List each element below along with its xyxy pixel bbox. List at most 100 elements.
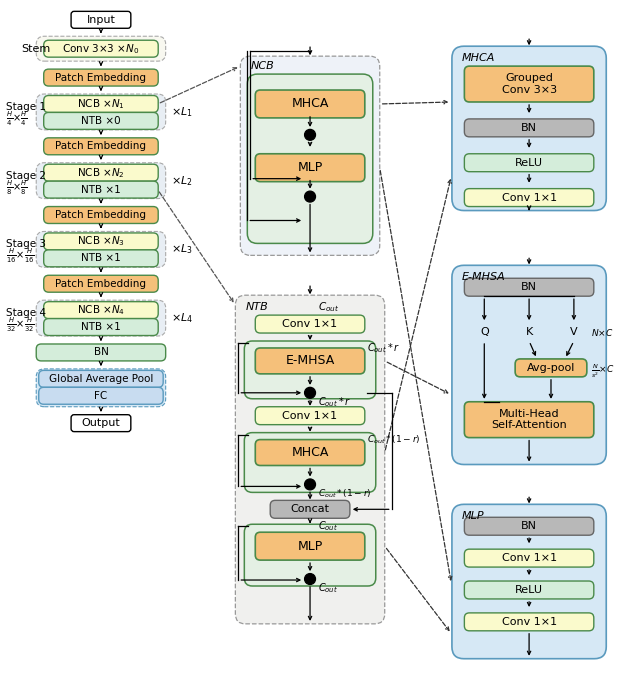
Text: V: V [570, 327, 578, 337]
FancyBboxPatch shape [44, 233, 158, 250]
Text: $\frac{H}{32}$×$\frac{H}{32}$: $\frac{H}{32}$×$\frac{H}{32}$ [6, 316, 35, 334]
Text: NTB: NTB [245, 302, 268, 312]
Text: $N{\times}C$: $N{\times}C$ [591, 326, 613, 337]
FancyBboxPatch shape [44, 302, 158, 318]
Text: $C_{out}$: $C_{out}$ [318, 519, 338, 533]
Text: ×$L_1$: ×$L_1$ [171, 105, 193, 119]
FancyBboxPatch shape [236, 295, 385, 624]
FancyBboxPatch shape [44, 181, 158, 198]
FancyBboxPatch shape [71, 415, 131, 432]
Text: Avg-pool: Avg-pool [527, 363, 575, 373]
FancyBboxPatch shape [44, 164, 158, 181]
Text: +: + [306, 388, 314, 398]
FancyBboxPatch shape [244, 525, 376, 586]
Text: FC: FC [94, 391, 108, 401]
Text: Conv 1×1: Conv 1×1 [282, 319, 338, 329]
FancyBboxPatch shape [255, 407, 365, 425]
Text: Stage 3: Stage 3 [6, 240, 46, 249]
Text: MLP: MLP [461, 512, 484, 521]
FancyBboxPatch shape [36, 94, 166, 130]
FancyBboxPatch shape [44, 206, 158, 223]
Text: NTB ×1: NTB ×1 [81, 322, 121, 332]
Text: NCB ×$N_4$: NCB ×$N_4$ [77, 303, 125, 317]
FancyBboxPatch shape [36, 36, 166, 61]
FancyBboxPatch shape [270, 501, 350, 518]
Text: MHCA: MHCA [461, 53, 495, 63]
Text: BN: BN [93, 348, 108, 357]
Text: NCB: NCB [250, 61, 274, 71]
Text: $C_{out}*r$: $C_{out}*r$ [367, 341, 400, 355]
Text: $\frac{H}{8}$×$\frac{H}{8}$: $\frac{H}{8}$×$\frac{H}{8}$ [6, 178, 28, 197]
FancyBboxPatch shape [465, 154, 594, 171]
Text: NTB ×0: NTB ×0 [81, 116, 121, 126]
Text: Input: Input [86, 15, 115, 25]
FancyBboxPatch shape [244, 341, 376, 399]
FancyBboxPatch shape [244, 432, 376, 492]
Circle shape [305, 191, 316, 202]
FancyBboxPatch shape [241, 56, 380, 255]
Text: NCB ×$N_3$: NCB ×$N_3$ [77, 234, 125, 249]
Text: Stem: Stem [21, 44, 51, 54]
FancyBboxPatch shape [465, 66, 594, 102]
Text: Q: Q [480, 327, 489, 337]
Text: $C_{out}*(1-r)$: $C_{out}*(1-r)$ [367, 433, 420, 446]
Text: $C_{out}$: $C_{out}$ [318, 301, 339, 314]
Text: Global Average Pool: Global Average Pool [49, 374, 153, 384]
FancyBboxPatch shape [465, 189, 594, 206]
FancyBboxPatch shape [465, 517, 594, 535]
Text: Stage 2: Stage 2 [6, 171, 46, 181]
FancyBboxPatch shape [465, 278, 594, 296]
Text: NCB ×$N_2$: NCB ×$N_2$ [77, 166, 125, 180]
Text: Patch Embedding: Patch Embedding [56, 141, 147, 152]
FancyBboxPatch shape [44, 318, 158, 335]
Text: ×$L_3$: ×$L_3$ [171, 242, 193, 256]
Text: MHCA: MHCA [291, 98, 329, 111]
FancyBboxPatch shape [36, 300, 166, 336]
Text: $\frac{H}{4}$×$\frac{H}{4}$: $\frac{H}{4}$×$\frac{H}{4}$ [6, 110, 28, 128]
FancyBboxPatch shape [255, 154, 365, 182]
Text: Stage 1: Stage 1 [6, 102, 46, 112]
Text: ×$L_4$: ×$L_4$ [171, 311, 193, 325]
Text: BN: BN [521, 521, 537, 531]
Text: +: + [306, 574, 314, 584]
Text: NTB ×1: NTB ×1 [81, 184, 121, 195]
Circle shape [305, 574, 316, 585]
FancyBboxPatch shape [39, 370, 163, 387]
FancyBboxPatch shape [255, 348, 365, 374]
FancyBboxPatch shape [44, 113, 158, 129]
FancyBboxPatch shape [71, 12, 131, 28]
FancyBboxPatch shape [44, 40, 158, 57]
Text: Stage 4: Stage 4 [6, 308, 46, 318]
Text: ×$L_2$: ×$L_2$ [171, 173, 192, 188]
FancyBboxPatch shape [36, 163, 166, 199]
Circle shape [305, 479, 316, 490]
Text: +: + [306, 130, 314, 140]
FancyBboxPatch shape [465, 549, 594, 567]
FancyBboxPatch shape [255, 440, 365, 466]
Text: Patch Embedding: Patch Embedding [56, 210, 147, 220]
Circle shape [305, 387, 316, 398]
FancyBboxPatch shape [452, 46, 606, 210]
Text: ReLU: ReLU [515, 158, 543, 168]
Text: $\frac{N}{s^2}{\times}C$: $\frac{N}{s^2}{\times}C$ [591, 362, 614, 380]
Text: ReLU: ReLU [515, 585, 543, 595]
Text: $C_{out}*r$: $C_{out}*r$ [318, 395, 351, 408]
FancyBboxPatch shape [36, 369, 166, 407]
FancyBboxPatch shape [255, 532, 365, 560]
Text: Patch Embedding: Patch Embedding [56, 72, 147, 83]
Text: $\frac{H}{16}$×$\frac{H}{16}$: $\frac{H}{16}$×$\frac{H}{16}$ [6, 247, 35, 266]
FancyBboxPatch shape [465, 581, 594, 599]
FancyBboxPatch shape [452, 504, 606, 658]
FancyBboxPatch shape [44, 275, 158, 292]
Text: Conv 1×1: Conv 1×1 [502, 193, 557, 203]
Text: MLP: MLP [298, 161, 323, 174]
Text: Grouped
Conv 3×3: Grouped Conv 3×3 [502, 73, 557, 95]
FancyBboxPatch shape [255, 90, 365, 118]
Text: BN: BN [521, 282, 537, 292]
Text: E-MHSA: E-MHSA [461, 273, 505, 282]
Text: Output: Output [81, 418, 120, 428]
FancyBboxPatch shape [452, 265, 606, 464]
FancyBboxPatch shape [465, 613, 594, 631]
FancyBboxPatch shape [44, 96, 158, 113]
Text: Patch Embedding: Patch Embedding [56, 279, 147, 289]
